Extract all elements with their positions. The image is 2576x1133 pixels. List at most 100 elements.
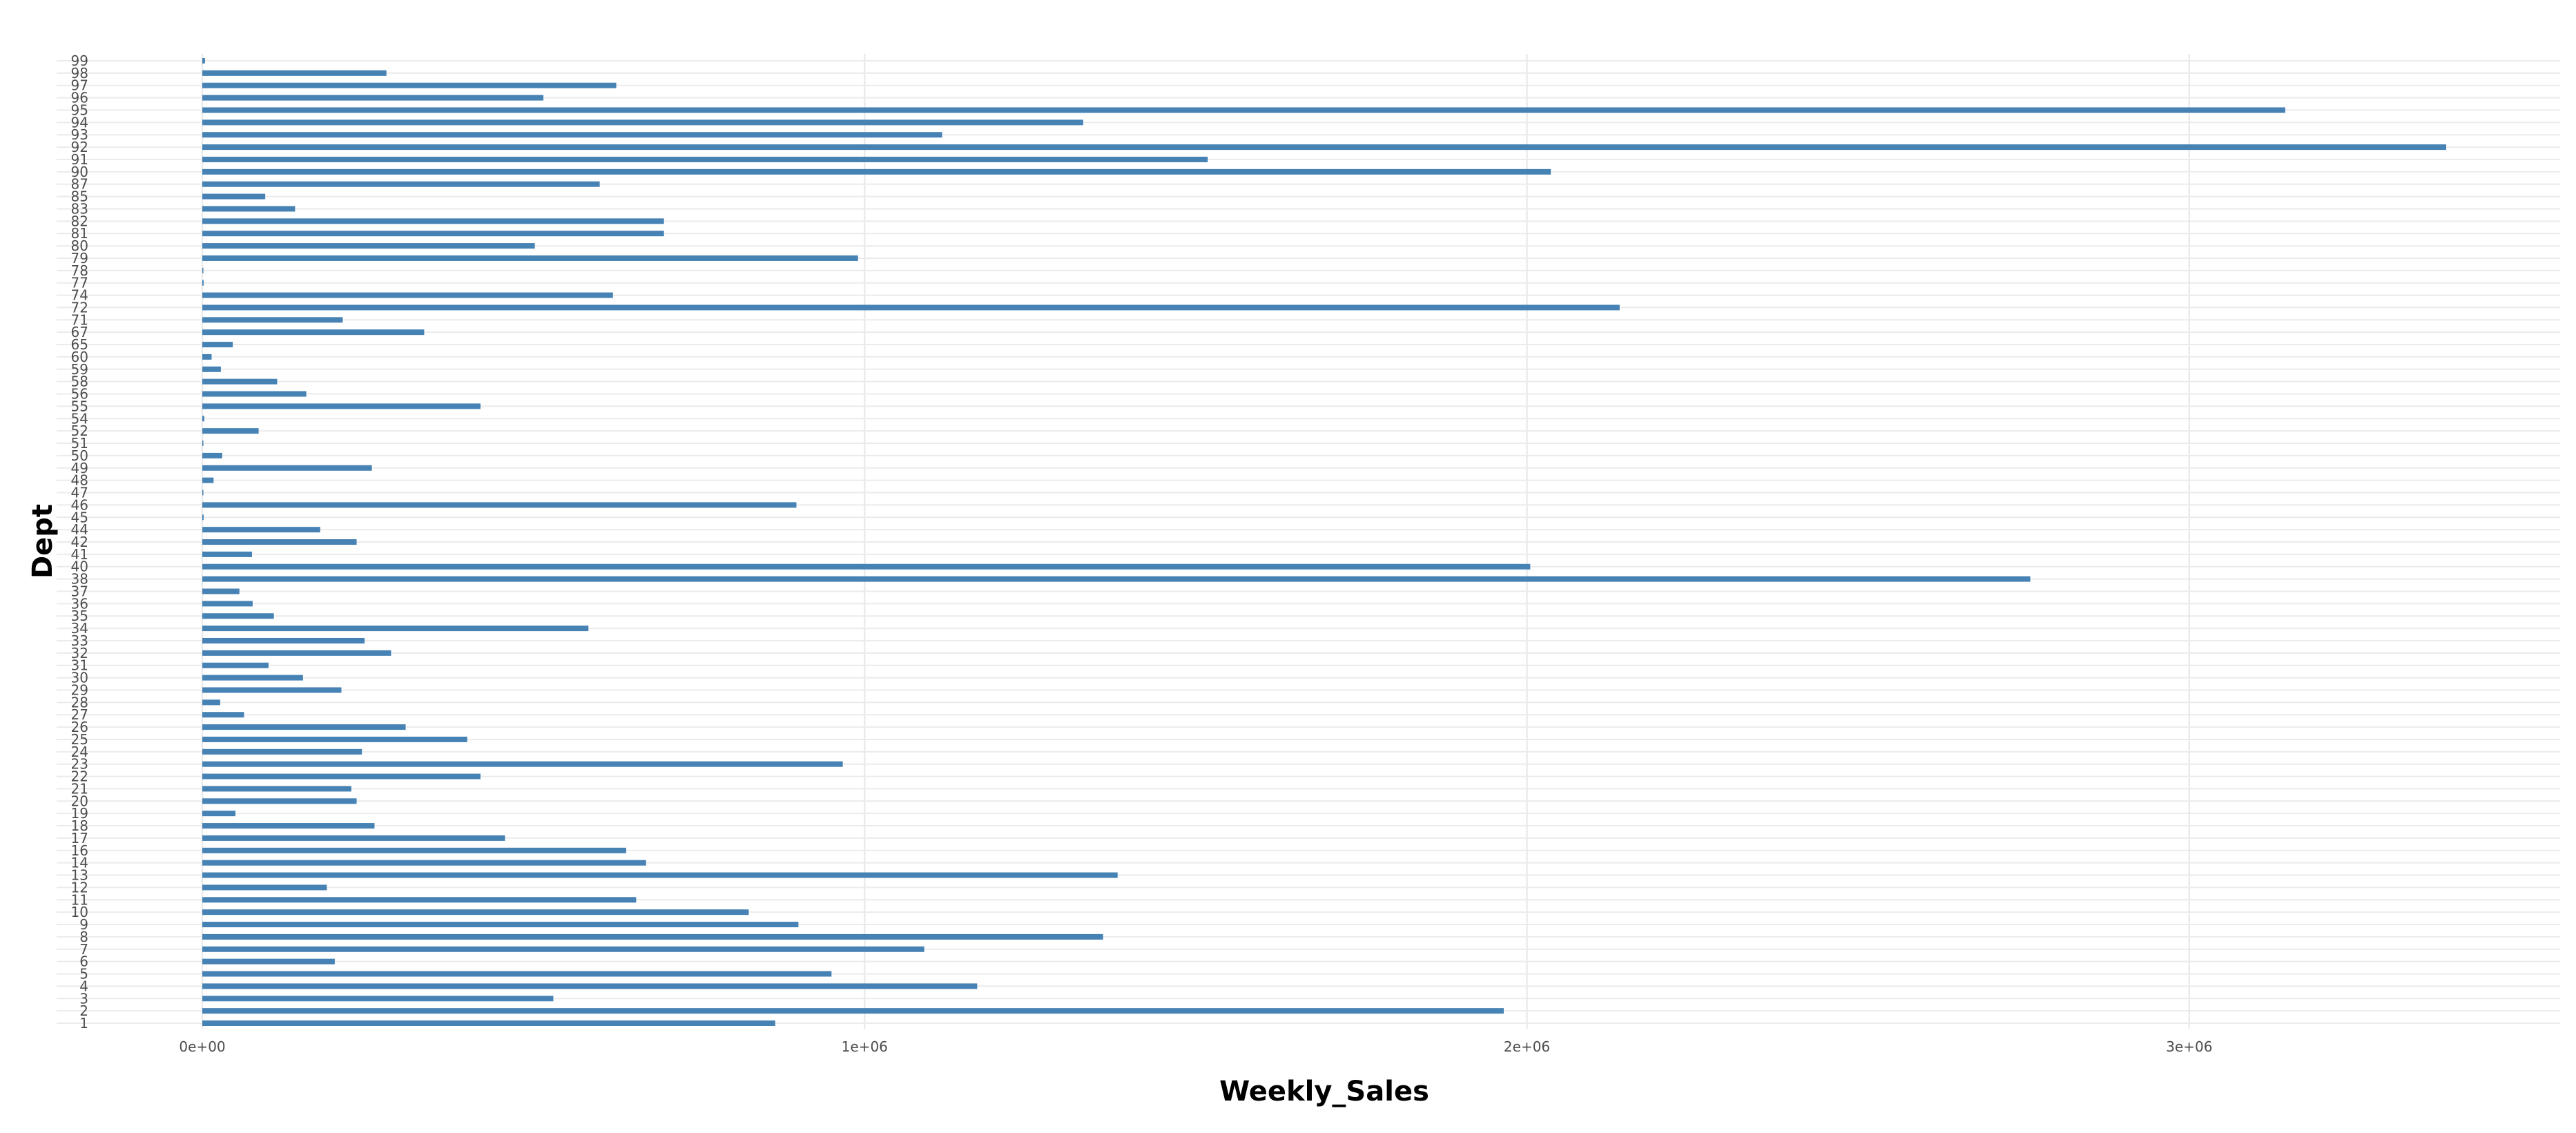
y-tick-label: 33 [71,632,88,649]
bar [202,193,266,200]
x-tick-label: 2e+06 [1504,1038,1550,1055]
y-tick-label: 30 [71,670,88,686]
y-tick-label: 27 [71,706,88,723]
y-tick-label: 42 [71,534,88,550]
y-tick-label: 48 [71,472,88,489]
y-axis-title: Dept [27,504,59,579]
bar [202,835,505,841]
bar [202,168,1551,175]
bar [202,1008,1504,1014]
y-tick-label: 35 [71,608,88,624]
bar [202,304,1620,311]
bar [202,95,544,101]
y-tick-label: 80 [71,238,88,254]
y-tick-label: 1 [79,1015,88,1032]
bar [202,996,554,1002]
bar [202,144,2447,151]
bar [202,983,978,989]
bar [202,811,235,817]
bar [202,601,253,607]
y-tick-label: 97 [71,77,88,94]
y-tick-label: 82 [71,213,88,229]
y-tick-label: 54 [71,410,88,427]
y-tick-label: 91 [71,151,88,168]
bar [202,860,646,866]
x-axis-title: Weekly_Sales [1219,1076,1429,1107]
y-tick-label: 65 [71,336,88,353]
bar [202,132,942,138]
bar [202,884,327,891]
y-tick-label: 47 [71,485,88,501]
y-tick-label: 21 [71,780,88,797]
bar [202,231,664,237]
y-tick-label: 16 [71,842,88,859]
y-tick-label: 90 [71,164,88,180]
x-tick-label: 1e+06 [842,1038,888,1055]
bar [202,761,843,767]
y-tick-label: 56 [71,386,88,403]
bar [202,933,1103,940]
y-tick-label: 5 [79,966,88,982]
y-tick-label: 87 [71,176,88,193]
bar [202,255,858,261]
y-tick-label: 46 [71,496,88,513]
bar [202,712,244,718]
y-tick-label: 6 [79,953,88,970]
bar [202,490,204,496]
y-tick-label: 71 [71,311,88,328]
bar [202,588,240,594]
y-tick-label: 25 [71,731,88,748]
bar [202,1020,775,1026]
y-tick-label: 18 [71,817,88,834]
bar [202,342,233,348]
bar [202,416,204,422]
y-tick-label: 79 [71,250,88,267]
y-tick-label: 58 [71,374,88,390]
bar [202,798,357,804]
bar [202,292,613,298]
y-tick-label: 95 [71,101,88,118]
bar [202,119,1083,126]
y-tick-label: 4 [79,978,88,994]
bar [202,243,535,249]
y-tick-label: 22 [71,768,88,785]
bar [202,181,600,187]
bar [202,724,406,730]
y-tick-label: 93 [71,126,88,143]
bar [202,847,626,853]
bar [202,280,204,286]
bar [202,971,832,977]
bar [202,354,212,360]
bar [202,366,221,372]
y-tick-label: 77 [71,275,88,291]
bar [202,206,296,212]
bar [202,613,274,619]
y-tick-label: 60 [71,349,88,365]
bar [202,107,2285,113]
bar [202,736,467,742]
bar [202,329,425,336]
bar [202,637,365,643]
y-tick-label: 37 [71,583,88,599]
x-tick-label: 0e+00 [179,1038,225,1055]
y-tick-label: 40 [71,559,88,575]
y-tick-labels: 1234567891011121314161718192021222324252… [71,52,88,1032]
bar [202,218,664,224]
y-tick-label: 3 [79,990,88,1007]
y-tick-label: 45 [71,509,88,525]
y-tick-label: 72 [71,299,88,316]
y-tick-label: 52 [71,423,88,439]
y-tick-label: 11 [71,891,88,908]
y-tick-label: 24 [71,744,88,760]
bar [202,440,204,447]
bar [202,502,797,508]
y-tick-label: 20 [71,793,88,809]
bar [202,699,220,706]
y-tick-label: 85 [71,188,88,205]
y-tick-label: 23 [71,756,88,773]
y-tick-label: 26 [71,719,88,735]
bar [202,946,924,952]
bar [202,662,269,668]
y-tick-label: 12 [71,879,88,895]
bar [202,317,343,323]
